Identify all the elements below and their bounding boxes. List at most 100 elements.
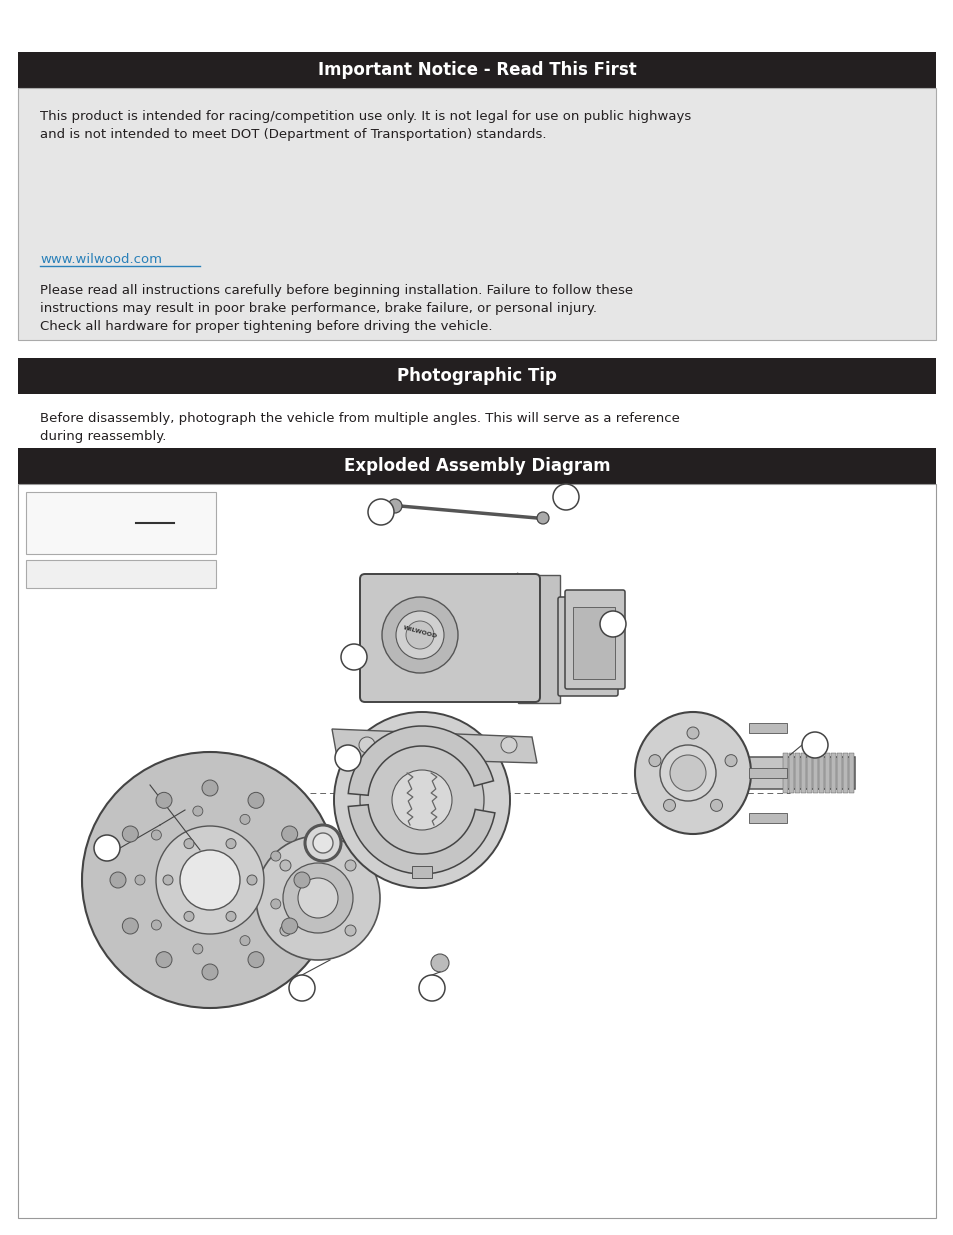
Circle shape: [240, 814, 250, 825]
Text: Exploded Assembly Diagram: Exploded Assembly Diagram: [343, 457, 610, 475]
Circle shape: [537, 513, 548, 524]
Circle shape: [255, 836, 379, 960]
Circle shape: [418, 974, 444, 1002]
FancyBboxPatch shape: [801, 753, 805, 793]
Circle shape: [152, 920, 161, 930]
FancyBboxPatch shape: [412, 866, 432, 878]
Text: Important Notice - Read This First: Important Notice - Read This First: [317, 61, 636, 79]
Circle shape: [226, 911, 235, 921]
Circle shape: [500, 737, 517, 753]
Circle shape: [184, 839, 193, 848]
FancyBboxPatch shape: [26, 492, 215, 555]
Text: www.wilwood.com: www.wilwood.com: [40, 253, 162, 266]
Circle shape: [359, 739, 483, 862]
Circle shape: [381, 597, 457, 673]
Circle shape: [271, 899, 280, 909]
Circle shape: [240, 936, 250, 946]
Wedge shape: [348, 805, 495, 874]
Circle shape: [431, 953, 449, 972]
Text: This product is intended for racing/competition use only. It is not legal for us: This product is intended for racing/comp…: [40, 110, 691, 124]
Circle shape: [335, 745, 360, 771]
Ellipse shape: [635, 713, 750, 834]
Circle shape: [395, 611, 443, 659]
Circle shape: [599, 611, 625, 637]
Circle shape: [247, 876, 256, 885]
Wedge shape: [348, 726, 493, 795]
Circle shape: [122, 918, 138, 934]
FancyBboxPatch shape: [744, 757, 854, 789]
FancyBboxPatch shape: [848, 753, 853, 793]
Circle shape: [110, 872, 126, 888]
Circle shape: [686, 727, 699, 739]
Circle shape: [358, 737, 375, 753]
Circle shape: [406, 621, 434, 650]
FancyBboxPatch shape: [794, 753, 800, 793]
Circle shape: [679, 760, 706, 787]
Text: instructions may result in poor brake performance, brake failure, or personal in: instructions may result in poor brake pe…: [40, 303, 597, 315]
FancyBboxPatch shape: [18, 448, 935, 484]
Circle shape: [710, 799, 721, 811]
Circle shape: [152, 830, 161, 840]
FancyBboxPatch shape: [26, 559, 215, 588]
FancyBboxPatch shape: [18, 484, 935, 1218]
Text: during reassembly.: during reassembly.: [40, 430, 166, 443]
Circle shape: [345, 860, 355, 871]
FancyBboxPatch shape: [18, 88, 935, 340]
FancyBboxPatch shape: [18, 52, 935, 88]
Text: Please read all instructions carefully before beginning installation. Failure to: Please read all instructions carefully b…: [40, 284, 633, 296]
FancyBboxPatch shape: [359, 574, 539, 701]
Circle shape: [94, 835, 120, 861]
Circle shape: [202, 965, 218, 981]
Circle shape: [135, 876, 145, 885]
Circle shape: [801, 732, 827, 758]
FancyBboxPatch shape: [806, 753, 811, 793]
Circle shape: [345, 925, 355, 936]
FancyBboxPatch shape: [830, 753, 835, 793]
Circle shape: [648, 755, 660, 767]
Circle shape: [279, 860, 291, 871]
FancyBboxPatch shape: [748, 768, 786, 778]
Circle shape: [156, 952, 172, 968]
Circle shape: [156, 793, 172, 809]
FancyBboxPatch shape: [748, 722, 786, 734]
FancyBboxPatch shape: [18, 358, 935, 394]
Text: and is not intended to meet DOT (Department of Transportation) standards.: and is not intended to meet DOT (Departm…: [40, 128, 546, 141]
Circle shape: [281, 918, 297, 934]
Circle shape: [193, 806, 203, 816]
Circle shape: [184, 911, 193, 921]
FancyBboxPatch shape: [748, 813, 786, 823]
Circle shape: [226, 839, 235, 848]
Circle shape: [313, 832, 333, 853]
Circle shape: [248, 793, 264, 809]
Circle shape: [305, 825, 340, 861]
Text: WILWOOD: WILWOOD: [402, 625, 437, 638]
Circle shape: [122, 826, 138, 842]
FancyBboxPatch shape: [836, 753, 841, 793]
Circle shape: [271, 851, 280, 861]
Circle shape: [388, 499, 401, 513]
Circle shape: [279, 925, 291, 936]
Circle shape: [553, 484, 578, 510]
Circle shape: [156, 826, 264, 934]
FancyBboxPatch shape: [812, 753, 817, 793]
Circle shape: [294, 872, 310, 888]
Circle shape: [297, 878, 337, 918]
Circle shape: [724, 755, 737, 767]
Circle shape: [248, 952, 264, 968]
FancyBboxPatch shape: [788, 753, 793, 793]
FancyBboxPatch shape: [782, 753, 787, 793]
Polygon shape: [332, 729, 537, 763]
Circle shape: [180, 850, 240, 910]
FancyBboxPatch shape: [842, 753, 847, 793]
Text: Check all hardware for proper tightening before driving the vehicle.: Check all hardware for proper tightening…: [40, 320, 492, 333]
Circle shape: [334, 713, 510, 888]
FancyBboxPatch shape: [517, 576, 559, 703]
Circle shape: [82, 752, 337, 1008]
Circle shape: [392, 769, 452, 830]
Circle shape: [340, 643, 367, 671]
FancyBboxPatch shape: [824, 753, 829, 793]
Circle shape: [368, 499, 394, 525]
Circle shape: [193, 944, 203, 953]
FancyBboxPatch shape: [564, 590, 624, 689]
Circle shape: [283, 863, 353, 932]
